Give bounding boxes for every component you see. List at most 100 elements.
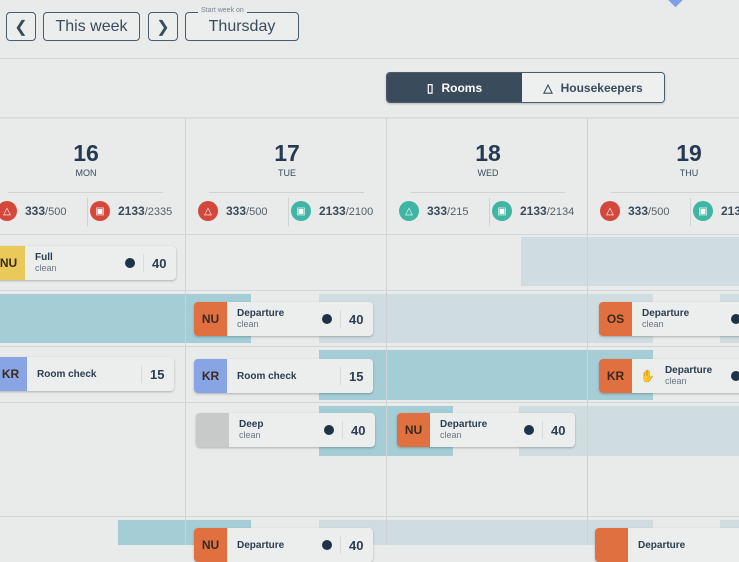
day-of-week: WED [477,168,499,178]
stat-value: 2133 [520,204,547,218]
bed-icon: ▣ [291,201,311,221]
task-subtitle: clean [35,263,57,273]
status-dot-icon [731,314,739,324]
task-minutes: 40 [349,537,364,553]
start-week-label: Start week on [198,7,247,14]
task-minutes: 40 [349,311,364,327]
stat-value: 2133 [721,204,739,218]
view-toggle: ▯ Rooms △ Housekeepers [386,72,665,103]
stat-total: /500 [45,206,67,218]
stat-value: 333 [226,204,247,218]
broom-icon: △ [0,201,17,221]
task-minutes: 40 [152,255,167,271]
task-title: Departure [237,308,285,319]
day-header: 19 THU [589,140,739,178]
task-subtitle: clean [237,319,259,329]
task-card[interactable]: KR Room check 15 [194,359,373,393]
day-stat: △ 333/500 [600,201,669,221]
day-of-week: TUE [278,168,296,178]
stat-value: 2133 [118,204,145,218]
this-week-button[interactable]: This week [43,12,140,41]
housekeeper-initials: OS [599,302,632,336]
task-card[interactable]: KR ✋ Departure clean [599,359,739,393]
start-week-value: Thursday [208,17,276,35]
stat-value: 333 [25,204,46,218]
task-title: Room check [37,368,97,380]
status-dot-icon [322,540,332,550]
stat-value: 2133 [319,204,346,218]
marker-icon [667,0,684,8]
task-card[interactable]: KR Room check 15 [0,357,174,391]
task-card[interactable]: NU Departure 40 [194,528,373,562]
housekeeper-initials: NU [194,302,227,336]
day-header: 18 WED [388,140,588,178]
day-of-week: THU [679,168,699,178]
bed-icon: ▣ [90,201,110,221]
schedule-bar [521,237,739,286]
housekeeper-initials: KR [0,357,27,391]
task-card[interactable]: Deep clean 40 [196,413,375,447]
bed-icon: ▣ [492,201,512,221]
task-minutes: 15 [349,368,364,384]
housekeeper-initials: NU [194,528,227,562]
task-card[interactable]: NU Full clean 40 [0,246,176,280]
housekeeper-initials: NU [0,246,25,280]
day-number: 19 [676,140,702,166]
task-card[interactable]: NU Departure clean 40 [194,302,373,336]
task-title: Deep [239,419,264,430]
prev-week-button[interactable]: ❮ [6,12,36,41]
stat-total: /2134 [546,206,575,218]
task-title: Departure [237,539,285,551]
task-subtitle: clean [642,319,664,329]
door-icon: ▯ [426,80,434,95]
chevron-right-icon: ❯ [156,18,170,36]
stat-total: /2100 [345,206,374,218]
stat-total: /500 [648,206,670,218]
status-dot-icon [731,371,739,381]
day-of-week: MON [75,168,97,178]
schedule-bar [319,350,653,400]
day-number: 16 [73,140,99,166]
task-minutes: 15 [150,366,165,382]
stat-total: /215 [447,206,469,218]
day-stat: △ 333/215 [399,201,468,221]
housekeeper-initials: NU [397,413,430,447]
bed-icon: ▣ [693,201,713,221]
day-number: 18 [475,140,501,166]
stat-total: /2335 [144,206,173,218]
task-title: Full [35,252,53,263]
rooms-label: Rooms [441,80,483,95]
status-dot-icon [125,258,135,268]
broom-icon: △ [399,201,419,221]
broom-icon: △ [600,201,620,221]
day-number: 17 [274,140,300,166]
housekeeper-initials: KR [599,359,632,393]
chevron-left-icon: ❮ [14,18,28,36]
task-title: Departure [664,365,713,376]
hand-icon: ✋ [640,369,655,383]
task-title: Departure [638,539,686,551]
rooms-tab[interactable]: ▯ Rooms [387,73,522,102]
task-subtitle: clean [239,430,261,440]
day-header: 16 MON [0,140,186,178]
task-card[interactable]: OS Departure clean [599,302,739,336]
start-week-select[interactable]: Start week on Thursday [185,7,299,41]
task-card[interactable]: Departure [595,528,739,562]
broom-icon: △ [198,201,218,221]
task-minutes: 40 [551,422,566,438]
task-minutes: 40 [351,422,366,438]
broom-icon: △ [543,80,553,95]
task-card[interactable]: NU Departure clean 40 [397,413,575,447]
day-stat: ▣ 2133/2335 [90,201,172,221]
next-week-button[interactable]: ❯ [148,12,178,41]
day-stat: ▣ 2133 [693,201,739,221]
stat-value: 333 [628,204,649,218]
stat-value: 333 [427,204,448,218]
status-dot-icon [322,314,332,324]
day-stat: ▣ 2133/2134 [492,201,574,221]
status-dot-icon [324,425,334,435]
task-subtitle: clean [664,376,687,386]
task-subtitle: clean [440,430,462,440]
housekeepers-tab[interactable]: △ Housekeepers [522,73,664,102]
housekeeper-initials [595,528,628,562]
